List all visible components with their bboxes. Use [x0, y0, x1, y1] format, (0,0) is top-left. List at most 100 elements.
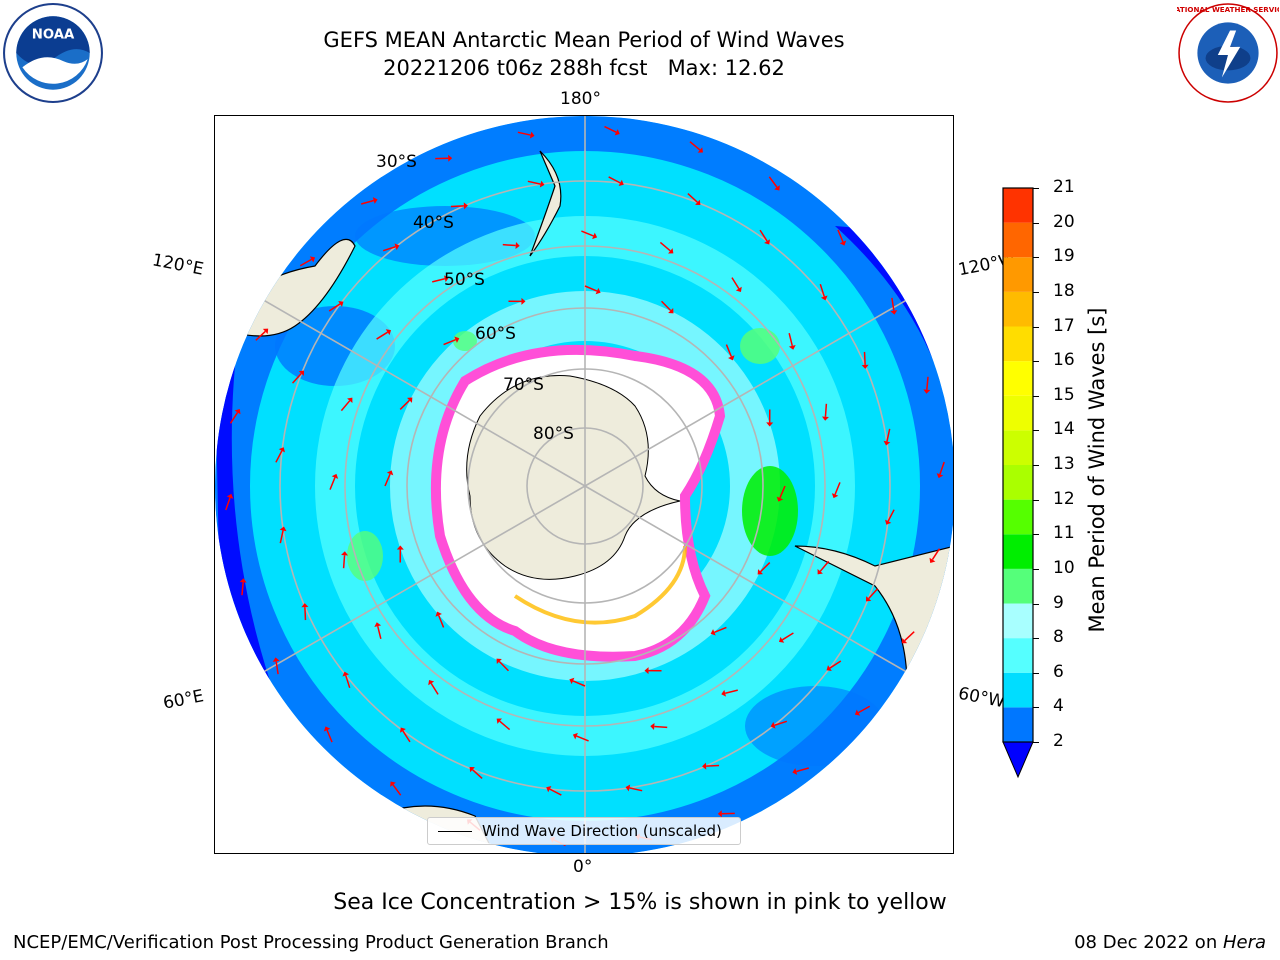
wave-arrow: [644, 667, 662, 675]
wave-arrow: [865, 588, 878, 602]
colorbar-tick: [1033, 568, 1039, 570]
colorbar-tick: [1033, 257, 1039, 259]
wave-arrow: [272, 657, 280, 675]
legend-line-sample: [438, 830, 472, 832]
wave-arrow: [546, 786, 562, 796]
wave-arrow: [770, 720, 788, 729]
lat-label-60s: 60°S: [475, 324, 516, 344]
wave-arrow: [885, 509, 895, 525]
lon-label-120e: 120°E: [150, 250, 206, 280]
date-text: 08 Dec 2022 on: [1074, 932, 1223, 953]
colorbar-tick: [1033, 430, 1039, 432]
noaa-logo-text: NOAA: [32, 28, 75, 43]
colorbar-tick-label: 9: [1053, 592, 1064, 613]
wave-arrow: [854, 705, 871, 716]
wave-arrow: [581, 230, 598, 240]
nws-logo-text: NATIONAL WEATHER SERVICE: [1177, 5, 1279, 14]
wave-arrow: [768, 176, 780, 191]
wave-arrow: [890, 297, 898, 315]
colorbar-bin: [1003, 638, 1033, 673]
lon-label-180: 180°: [560, 89, 601, 109]
colorbar-bin: [1003, 430, 1033, 465]
credit-line: NCEP/EMC/Verification Post Processing Pr…: [13, 932, 609, 953]
wave-arrow: [702, 762, 720, 770]
colorbar-tick: [1033, 742, 1039, 743]
wave-arrow: [661, 300, 674, 314]
wave-arrow: [819, 283, 828, 301]
wave-arrow: [625, 784, 643, 792]
colorbar-bin: [1003, 534, 1033, 569]
colorbar-bin: [1003, 465, 1033, 500]
colorbar-bin: [1003, 395, 1033, 431]
lat-label-80s: 80°S: [533, 424, 574, 444]
lon-label-60e: 60°E: [161, 686, 206, 714]
wave-arrow: [432, 275, 449, 283]
wave-arrow: [299, 256, 316, 267]
wave-arrow: [826, 660, 842, 672]
colorbar-tick: [1033, 465, 1039, 466]
colorbar-tick-label: 8: [1053, 627, 1064, 648]
colorbar-tick-label: 20: [1053, 211, 1075, 232]
wave-arrow: [821, 403, 829, 421]
colorbar-tick: [1033, 395, 1039, 397]
wave-arrow: [496, 658, 509, 672]
lat-label-70s: 70°S: [503, 375, 544, 395]
wave-arrow: [831, 482, 841, 499]
colorbar-extend-min: [1002, 741, 1034, 779]
date-line: 08 Dec 2022 on Hera: [1074, 932, 1266, 953]
wave-arrow: [604, 125, 620, 136]
colorbar-tick: [1033, 326, 1039, 328]
wave-arrow: [229, 409, 241, 424]
colorbar-tick: [1033, 361, 1039, 363]
wave-arrow: [469, 766, 483, 779]
wave-arrow: [731, 277, 742, 293]
lat-label-30s: 30°S: [376, 152, 417, 172]
wave-arrow: [717, 810, 735, 818]
colorbar-tick-label: 2: [1053, 731, 1064, 751]
colorbar-tick: [1033, 222, 1039, 224]
wave-arrow: [450, 202, 468, 210]
chart-title: GEFS MEAN Antarctic Mean Period of Wind …: [284, 26, 884, 82]
wave-direction-arrows: [225, 125, 945, 847]
wave-arrow: [792, 767, 809, 775]
polar-map[interactable]: [215, 116, 954, 854]
colorbar-tick: [1033, 707, 1039, 709]
wave-arrow: [788, 333, 796, 350]
colorbar-tick-label: 13: [1053, 454, 1075, 474]
wave-arrow: [572, 732, 589, 742]
wave-arrow: [275, 447, 285, 463]
wave-arrow: [923, 376, 931, 394]
wave-arrow: [225, 493, 234, 511]
wave-arrow: [382, 243, 400, 252]
wave-arrow: [340, 397, 353, 412]
colorbar-bin: [1003, 707, 1033, 742]
colorbar-bin: [1003, 326, 1033, 362]
wave-arrow: [341, 551, 349, 569]
colorbar-tick-label: 21: [1053, 177, 1075, 197]
title-line-1: GEFS MEAN Antarctic Mean Period of Wind …: [323, 28, 845, 52]
wave-arrow: [721, 689, 738, 697]
colorbar-tick: [1033, 291, 1039, 293]
colorbar-bin: [1003, 672, 1033, 708]
wave-arrow: [361, 197, 378, 205]
wave-arrow: [342, 671, 351, 689]
wave-arrow: [255, 328, 269, 341]
wave-arrow: [323, 726, 333, 743]
wave-arrow: [376, 329, 392, 340]
colorbar-bin: [1003, 361, 1033, 396]
wave-arrow: [776, 485, 786, 502]
wave-arrow: [390, 781, 402, 796]
wave-arrow: [861, 351, 869, 369]
colorbar-tick-label: 19: [1053, 246, 1075, 267]
wave-arrow: [687, 193, 701, 206]
colorbar-tick: [1033, 603, 1039, 605]
noaa-logo: NOAA: [3, 3, 103, 103]
wave-arrow: [396, 545, 404, 563]
map-panel[interactable]: [214, 115, 954, 854]
wave-arrow: [569, 677, 586, 687]
wave-arrow: [817, 560, 830, 575]
wave-arrow: [399, 397, 413, 410]
lat-label-40s: 40°S: [413, 213, 454, 233]
lat-label-50s: 50°S: [444, 270, 485, 290]
colorbar-tick-label: 14: [1053, 419, 1075, 440]
